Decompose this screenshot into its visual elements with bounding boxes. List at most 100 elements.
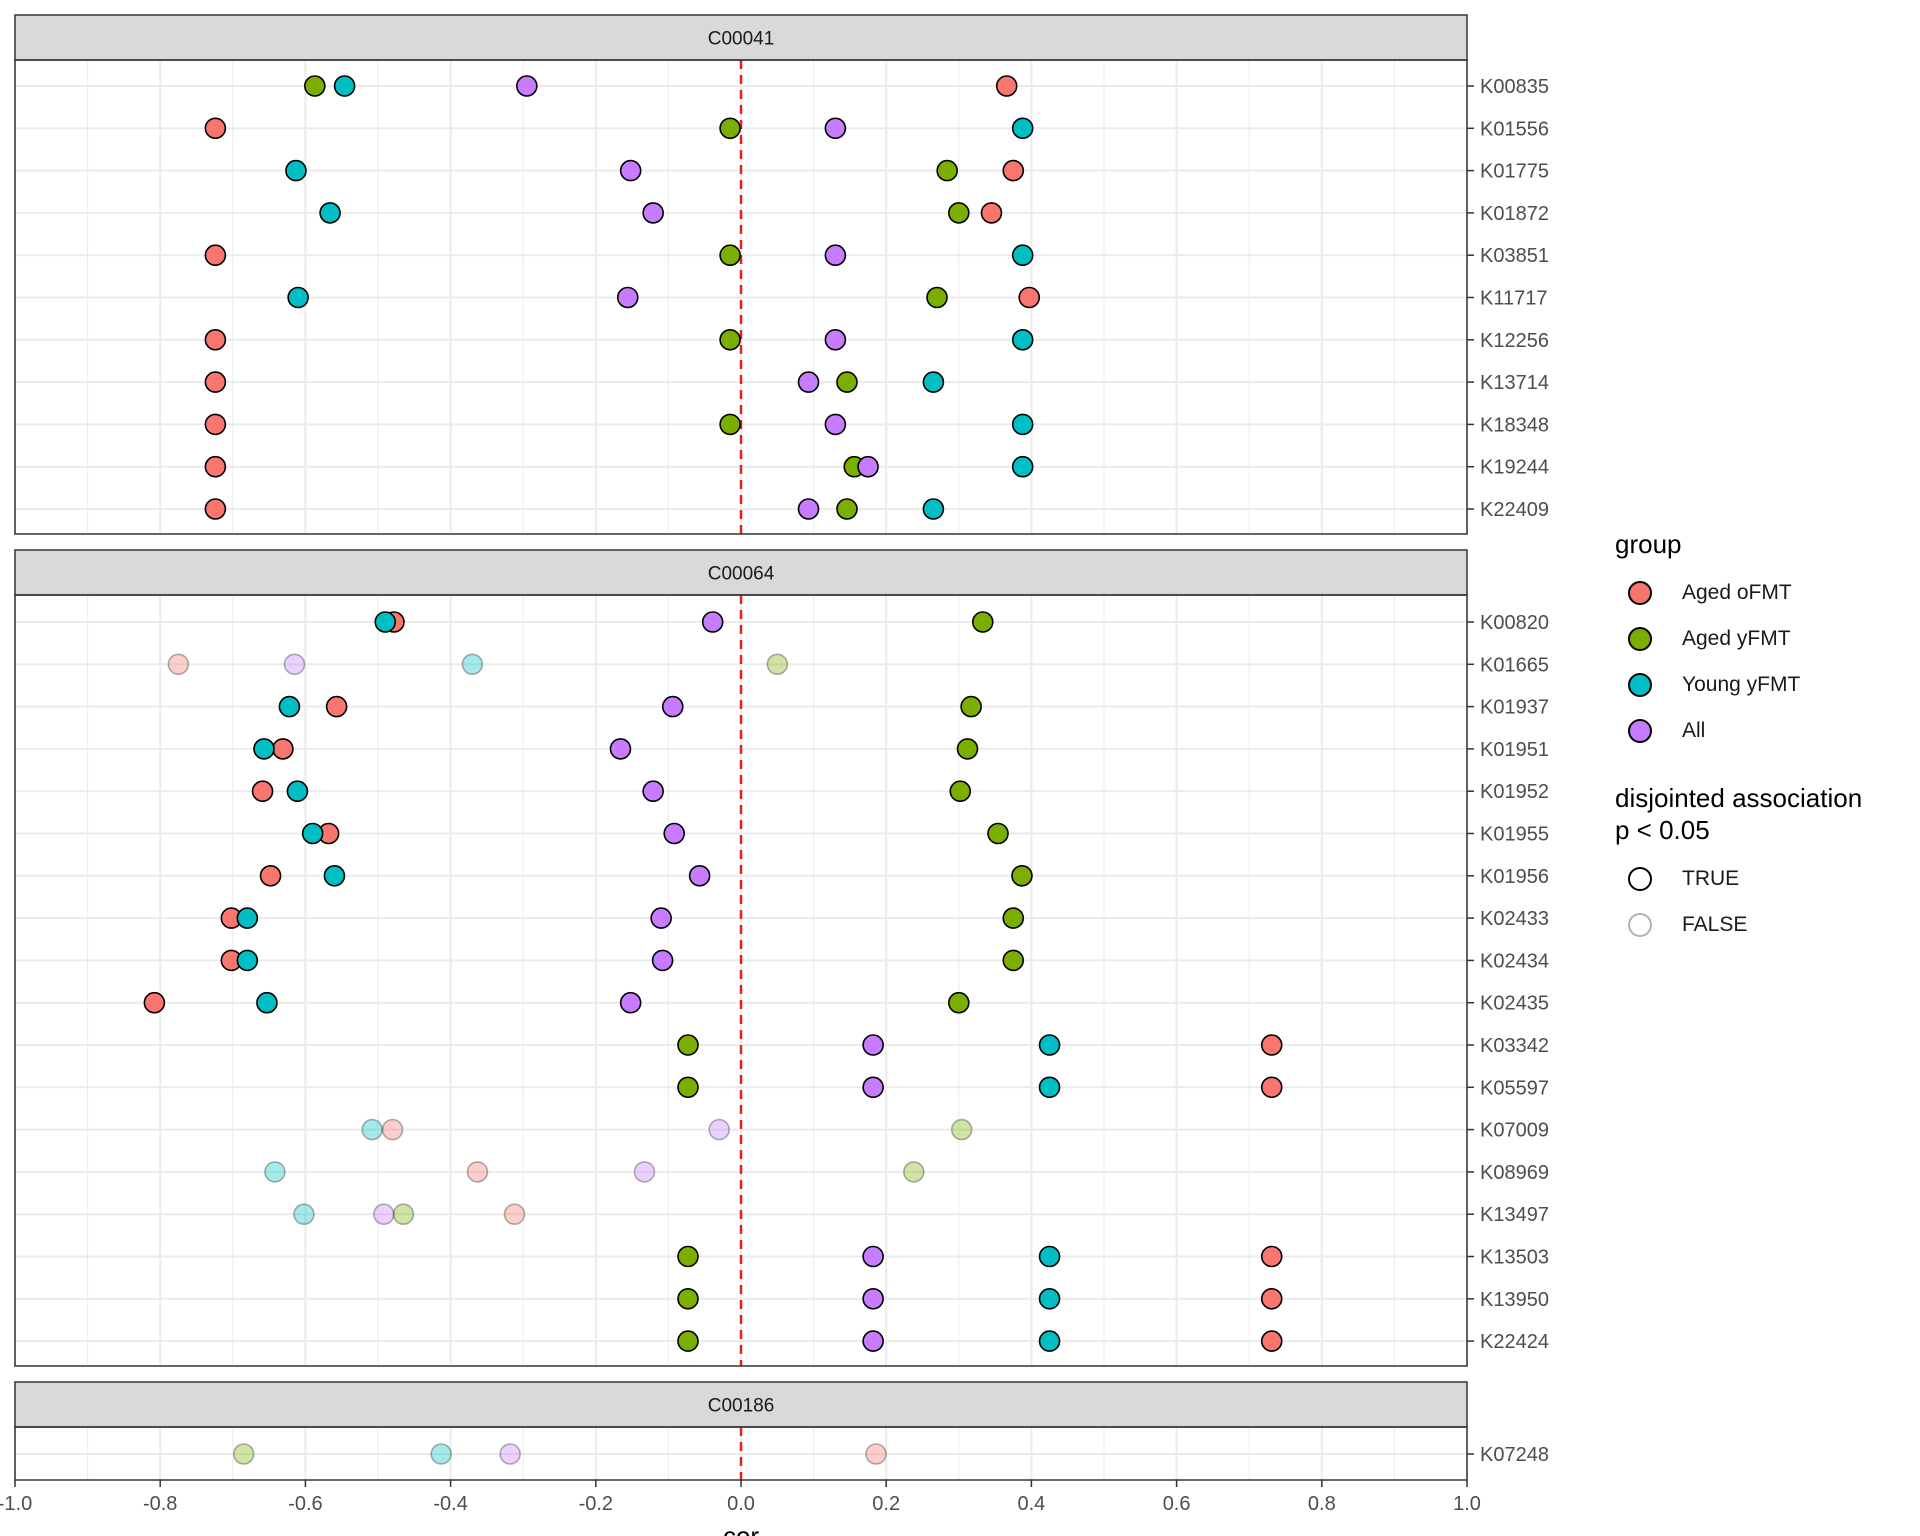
significance-legend-title: disjointed association p < 0.05 (1615, 783, 1863, 845)
y-tick-label-k00820: K00820 (1480, 612, 1549, 634)
data-point-k01665-all (283, 653, 306, 676)
data-point-k01775-all (619, 159, 642, 182)
y-tick-label-k03851: K03851 (1480, 245, 1549, 267)
legend-key-aged-ofmt (1628, 581, 1652, 605)
data-point-k05597-young-yfmt (1038, 1076, 1061, 1099)
data-point-k01937-all (661, 695, 684, 718)
legend-item-true: TRUE (1615, 856, 1920, 902)
legend-key-all (1628, 719, 1652, 743)
data-point-k03342-young-yfmt (1038, 1034, 1061, 1056)
y-tick-label-k13503: K13503 (1480, 1247, 1549, 1269)
data-point-k01955-all (663, 822, 686, 845)
x-tick-label: 0.8 (1308, 1493, 1336, 1515)
y-tick-label-k00835: K00835 (1480, 76, 1549, 98)
data-point-k13503-aged-yfmt (677, 1245, 699, 1268)
data-point-k01955-young-yfmt (301, 822, 324, 845)
data-point-k22424-aged-ofmt (1260, 1330, 1283, 1352)
data-point-k07009-aged-yfmt (950, 1118, 973, 1141)
data-point-k11717-aged-ofmt (1018, 286, 1041, 309)
data-point-k02435-aged-yfmt (947, 991, 970, 1014)
data-point-k13950-all (862, 1288, 884, 1310)
facet-strip-c00064 (14, 549, 1468, 596)
data-point-k00835-young-yfmt (333, 75, 356, 97)
x-tick-label: 0.4 (1017, 1493, 1045, 1515)
data-point-k01951-aged-yfmt (956, 738, 979, 760)
data-point-k22424-aged-yfmt (677, 1330, 699, 1352)
x-tick-label: -0.2 (579, 1493, 613, 1515)
data-point-k11717-aged-yfmt (926, 286, 948, 309)
data-point-k01775-aged-ofmt (1002, 159, 1025, 182)
data-point-k01951-young-yfmt (253, 738, 275, 760)
data-point-k12256-all (824, 328, 847, 351)
facet-strip-label-c00064: C00064 (708, 564, 775, 585)
data-point-k02433-young-yfmt (236, 907, 259, 929)
group-legend-title: group (1615, 529, 1682, 559)
data-point-k19244-aged-ofmt (204, 455, 227, 478)
data-point-k02435-young-yfmt (256, 991, 278, 1014)
y-tick-label-k07248: K07248 (1480, 1444, 1549, 1466)
data-point-k03342-aged-ofmt (1260, 1034, 1283, 1056)
legend-key-true (1628, 867, 1652, 891)
data-point-k13497-young-yfmt (293, 1203, 315, 1225)
legend-item-young-yfmt: Young yFMT (1615, 662, 1920, 708)
data-point-k01665-aged-yfmt (766, 653, 789, 676)
legend-item-false: FALSE (1615, 902, 1920, 948)
legend-item-aged-ofmt: Aged oFMT (1615, 570, 1920, 616)
data-point-k22409-aged-yfmt (836, 498, 858, 520)
data-point-k05597-aged-yfmt (677, 1076, 699, 1099)
data-point-k13950-aged-ofmt (1260, 1288, 1283, 1310)
data-point-k02434-aged-yfmt (1002, 949, 1025, 972)
data-point-k18348-aged-yfmt (719, 413, 741, 436)
data-point-k22424-all (862, 1330, 884, 1352)
data-point-k01937-young-yfmt (278, 695, 301, 718)
data-point-k02434-young-yfmt (236, 949, 259, 972)
y-tick-label-k01872: K01872 (1480, 203, 1549, 225)
panel-border-c00041 (14, 59, 1468, 535)
data-point-k01556-young-yfmt (1011, 117, 1034, 140)
data-point-k01952-young-yfmt (286, 780, 309, 803)
data-point-k19244-young-yfmt (1011, 455, 1034, 478)
data-point-k07248-all (499, 1443, 521, 1465)
data-point-k01956-aged-yfmt (1011, 864, 1033, 887)
data-point-k01952-all (642, 780, 664, 803)
x-tick-label: 0.2 (872, 1493, 900, 1515)
y-tick-label-k12256: K12256 (1480, 330, 1549, 352)
y-tick-label-k18348: K18348 (1480, 414, 1549, 436)
legend-label-all: All (1682, 719, 1706, 742)
data-point-k08969-aged-ofmt (466, 1161, 489, 1183)
legend: group Aged oFMT Aged yFMT Young yFMT All… (1615, 528, 1920, 976)
legend-item-aged-yfmt: Aged yFMT (1615, 616, 1920, 662)
y-tick-label-k01775: K01775 (1480, 161, 1549, 183)
facet-strip-c00041 (14, 14, 1468, 61)
data-point-k03851-aged-yfmt (719, 244, 741, 266)
facet-strip-label-c00041: C00041 (708, 29, 775, 50)
data-point-k08969-all (633, 1161, 656, 1183)
data-point-k12256-aged-ofmt (204, 328, 227, 351)
y-tick-label-k03342: K03342 (1480, 1035, 1549, 1057)
group-legend: group Aged oFMT Aged yFMT Young yFMT All (1615, 528, 1920, 754)
data-point-k13503-aged-ofmt (1260, 1245, 1283, 1268)
y-tick-label-k02434: K02434 (1480, 950, 1549, 972)
data-point-k01872-aged-ofmt (980, 202, 1003, 224)
y-tick-label-k01952: K01952 (1480, 781, 1549, 803)
data-point-k13950-aged-yfmt (677, 1288, 699, 1310)
data-point-k01937-aged-yfmt (960, 695, 982, 718)
y-tick-label-k19244: K19244 (1480, 457, 1549, 479)
panel-border-c00064 (14, 594, 1468, 1367)
data-point-k02433-aged-yfmt (1002, 907, 1025, 929)
data-point-k18348-young-yfmt (1011, 413, 1034, 436)
y-tick-label-k22424: K22424 (1480, 1331, 1549, 1353)
data-point-k22409-all (797, 498, 820, 520)
data-point-k11717-all (616, 286, 639, 309)
data-point-k01952-aged-ofmt (251, 780, 274, 803)
data-point-k05597-all (862, 1076, 884, 1099)
facet-strip-label-c00186: C00186 (708, 1396, 775, 1417)
x-tick-label: 0.0 (727, 1493, 755, 1515)
data-point-k11717-young-yfmt (287, 286, 309, 309)
data-point-k13497-aged-yfmt (392, 1203, 415, 1225)
data-point-k07009-young-yfmt (361, 1118, 383, 1141)
data-point-k01952-aged-yfmt (949, 780, 972, 803)
data-point-k01956-all (688, 864, 711, 887)
data-point-k01951-all (609, 738, 632, 760)
data-point-k01556-aged-ofmt (204, 117, 227, 140)
